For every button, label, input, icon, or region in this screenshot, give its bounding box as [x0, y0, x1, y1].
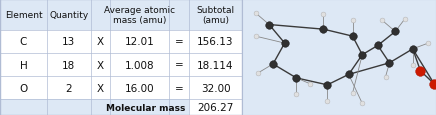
Bar [0, 0, 242, 30]
Bar [0, 76, 242, 99]
Text: O: O [19, 83, 27, 93]
Text: 32.00: 32.00 [201, 83, 230, 93]
Text: 18: 18 [62, 60, 75, 70]
Text: =: = [175, 83, 184, 93]
Text: X: X [97, 60, 104, 70]
Bar [0, 30, 242, 53]
Text: 2: 2 [65, 83, 72, 93]
Text: X: X [97, 37, 104, 47]
Text: C: C [20, 37, 27, 47]
Text: 12.01: 12.01 [125, 37, 155, 47]
Text: 156.13: 156.13 [197, 37, 234, 47]
Text: =: = [175, 60, 184, 70]
Text: 206.27: 206.27 [198, 102, 234, 112]
Text: Element: Element [5, 11, 42, 20]
Text: Subtotal
(amu): Subtotal (amu) [197, 6, 235, 25]
Text: 13: 13 [62, 37, 75, 47]
Bar [0, 53, 242, 76]
Text: Quantity: Quantity [49, 11, 89, 20]
Text: Average atomic
mass (amu): Average atomic mass (amu) [104, 6, 175, 25]
Bar [189, 99, 242, 115]
Text: Molecular mass: Molecular mass [106, 103, 185, 112]
Text: =: = [175, 37, 184, 47]
Bar [0, 99, 242, 115]
Text: X: X [97, 83, 104, 93]
Text: 16.00: 16.00 [125, 83, 155, 93]
Text: 1.008: 1.008 [125, 60, 155, 70]
Text: 18.114: 18.114 [197, 60, 234, 70]
Text: H: H [20, 60, 27, 70]
